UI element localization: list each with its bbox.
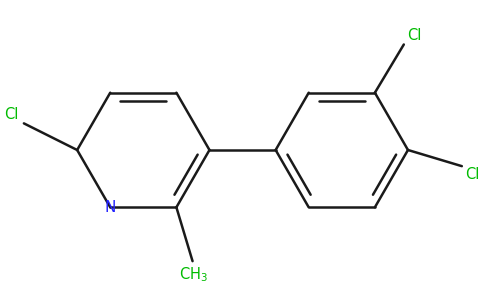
Text: N: N xyxy=(105,200,116,215)
Text: Cl: Cl xyxy=(465,167,480,182)
Text: Cl: Cl xyxy=(4,107,18,122)
Text: Cl: Cl xyxy=(407,28,422,43)
Text: CH$_3$: CH$_3$ xyxy=(180,265,209,284)
